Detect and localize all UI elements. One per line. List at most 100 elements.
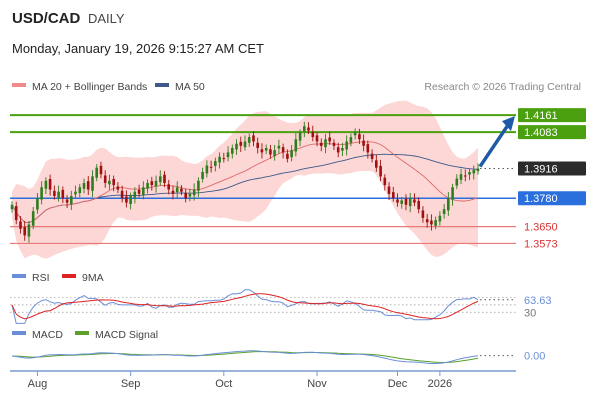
resistance-level-label: 1.4161 (524, 110, 558, 122)
candle-body (252, 135, 255, 142)
macd-line (11, 350, 479, 364)
candle-body (175, 187, 179, 193)
candle-body (205, 165, 209, 174)
candle-body (31, 211, 35, 226)
rsi-axis-label: 30 (524, 307, 536, 319)
candle-body (417, 200, 420, 210)
x-tick-label: Oct (215, 378, 232, 390)
candle-body (247, 137, 251, 143)
candle-body (222, 158, 226, 160)
candle-body (341, 148, 344, 151)
credit-text: Research © 2026 Trading Central (424, 81, 581, 93)
candle-body (171, 190, 175, 194)
candle-body (455, 178, 459, 186)
pair-title: USD/CAD (12, 10, 81, 27)
macd-signal-line (11, 351, 479, 364)
candle-body (133, 191, 137, 198)
candle-body (14, 206, 18, 221)
candle-body (57, 191, 60, 198)
macd-legend-swatch (12, 331, 26, 335)
candle-body (78, 187, 82, 193)
candle-body (269, 149, 272, 155)
candle-body (74, 191, 77, 195)
candle-body (430, 220, 433, 225)
ma20-legend-label: MA 20 + Bollinger Bands (32, 81, 147, 93)
last-level-tag (518, 161, 586, 176)
candle-body (44, 180, 48, 189)
macd-signal-legend-label: MACD Signal (95, 329, 158, 341)
candle-body (180, 188, 183, 192)
candle-body (201, 172, 204, 179)
candle-body (61, 189, 65, 199)
candle-body (239, 141, 243, 146)
candle-body (70, 196, 73, 204)
price-plot (10, 100, 516, 259)
candle-body (286, 153, 289, 159)
candle-body (163, 174, 166, 183)
macd-signal-legend-swatch (75, 331, 89, 335)
projection-arrowhead (502, 116, 515, 132)
pivot-level-tag (518, 191, 586, 206)
timestamp: Monday, January 19, 2026 9:15:27 AM CET (12, 41, 264, 56)
candle-body (353, 132, 357, 136)
x-tick-label: Sep (121, 378, 141, 390)
x-tick-label: Dec (388, 378, 408, 390)
support-level-label: 1.3650 (524, 222, 558, 234)
candle-body (108, 180, 111, 185)
candle-body (53, 190, 56, 196)
candle-body (383, 177, 387, 186)
candle-body (294, 139, 298, 152)
candle-body (91, 176, 94, 191)
candle-body (82, 183, 86, 189)
candle-body (209, 166, 213, 168)
candle-body (19, 221, 22, 229)
candle-body (142, 187, 145, 196)
candle-body (40, 187, 43, 200)
candle-body (235, 143, 238, 150)
candle-body (400, 200, 403, 204)
candle-body (421, 210, 425, 218)
candle-body (159, 176, 162, 183)
rsi-ma-legend-label: 9MA (82, 272, 104, 284)
candle-body (27, 224, 31, 237)
candle-body (396, 199, 399, 203)
candle-body (184, 193, 187, 199)
candle-body (112, 179, 115, 186)
pivot-level-label: 1.3780 (524, 193, 558, 205)
candle-body (65, 199, 69, 203)
candle-body (23, 227, 26, 236)
last-level-label: 1.3916 (524, 164, 558, 176)
candle-body (120, 190, 124, 199)
candle-body (392, 192, 395, 199)
candle-body (311, 131, 315, 138)
candle-body (303, 126, 306, 131)
candle-body (362, 140, 365, 146)
x-tick-label: Nov (307, 378, 327, 390)
rsi-legend-swatch (12, 274, 26, 278)
candle-body (328, 137, 331, 142)
candle-body (116, 186, 120, 190)
bollinger-band (12, 100, 478, 259)
candle-body (375, 160, 378, 168)
candle-body (188, 193, 192, 197)
candle-body (324, 139, 327, 148)
candle-body (413, 199, 416, 203)
candle-body (425, 219, 429, 223)
rsi-ma-line (11, 293, 479, 320)
candle-body (442, 209, 446, 214)
candle-body (387, 186, 391, 194)
candle-body (451, 187, 454, 200)
candle-body (48, 179, 52, 190)
resistance-level-tag (518, 125, 586, 140)
candle-body (226, 152, 230, 158)
candle-body (256, 142, 259, 148)
candle-body (472, 169, 476, 174)
candle-body (218, 156, 221, 163)
candle-body (476, 168, 480, 172)
candle-body (231, 148, 234, 154)
candle-body (36, 198, 39, 210)
level-labels: 1.4161 1.4083 1.3916 1.3780 1.3650 1.3573 (518, 108, 586, 250)
rsi-line (11, 289, 479, 324)
